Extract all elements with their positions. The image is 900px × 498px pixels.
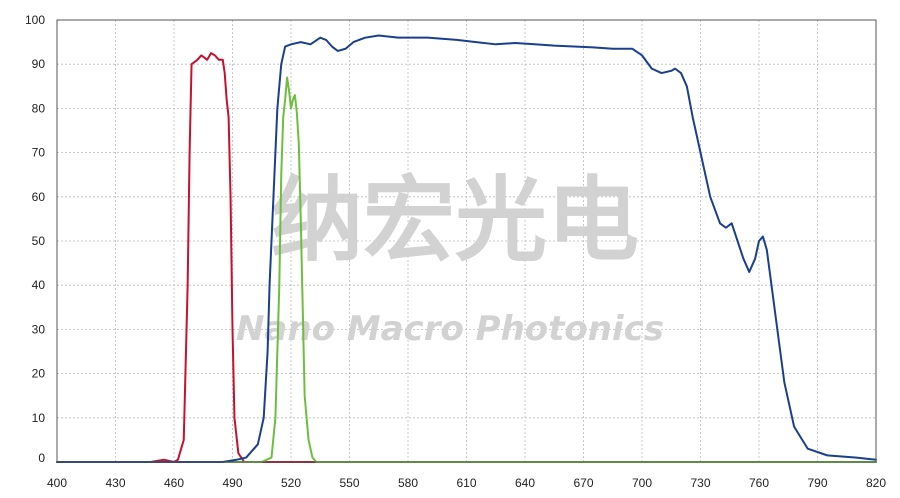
x-tick-label: 520	[281, 476, 301, 490]
series-line-1	[56, 52, 877, 463]
y-tick-label: 40	[32, 278, 46, 292]
x-tick-labels: 400 430 460 490 520 550 580 610 640 670 700 730 760 7…	[47, 476, 886, 490]
x-tick-label: 610	[456, 476, 476, 490]
y-tick-label: 50	[32, 234, 46, 248]
x-tick-label: 400	[47, 476, 67, 490]
y-tick-label: 30	[32, 322, 46, 336]
x-tick-label: 760	[749, 476, 769, 490]
y-tick-label: 10	[32, 411, 46, 425]
x-tick-label: 430	[105, 476, 125, 490]
y-tick-label: 0	[38, 451, 45, 465]
series-line-3	[56, 34, 877, 463]
y-tick-label: 60	[32, 190, 46, 204]
y-tick-labels: 0 10 20 30 40 50 60 70 80 90 100	[25, 13, 45, 465]
series-line-2	[56, 76, 877, 463]
x-tick-label: 820	[866, 476, 886, 490]
x-tick-label: 700	[632, 476, 652, 490]
watermark-chinese: 纳宏光电	[271, 167, 639, 274]
watermark: 纳宏光电 Nano Macro Photonics	[236, 167, 664, 349]
x-tick-label: 550	[339, 476, 359, 490]
x-tick-label: 790	[807, 476, 827, 490]
watermark-english: Nano Macro Photonics	[236, 309, 664, 349]
y-tick-label: 90	[32, 57, 46, 71]
y-tick-label: 70	[32, 146, 46, 160]
x-tick-label: 580	[398, 476, 418, 490]
plot-frame	[56, 19, 877, 463]
y-tick-label: 80	[32, 101, 46, 115]
x-tick-label: 640	[515, 476, 535, 490]
x-tick-label: 490	[222, 476, 242, 490]
x-tick-label: 730	[690, 476, 710, 490]
series-lines	[56, 34, 877, 463]
y-tick-label: 20	[32, 367, 46, 381]
x-tick-label: 670	[573, 476, 593, 490]
y-tick-label: 100	[25, 13, 45, 27]
x-tick-label: 460	[164, 476, 184, 490]
